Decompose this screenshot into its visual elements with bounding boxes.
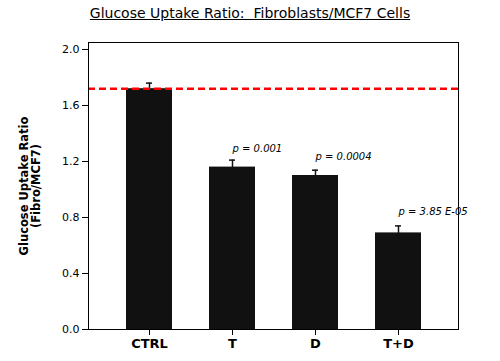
- svg-text:T+D: T+D: [383, 336, 414, 351]
- svg-text:T: T: [228, 336, 237, 351]
- svg-text:p = 3.85 E-05: p = 3.85 E-05: [398, 206, 468, 217]
- svg-text:D: D: [310, 336, 321, 351]
- svg-text:p = 0.0004: p = 0.0004: [315, 151, 372, 162]
- html-text:Glucose Uptake Ratio: Fibrobla: Glucose Uptake Ratio: Fibroblasts/MCF7 C…: [89, 5, 411, 21]
- svg-text:0.8: 0.8: [62, 211, 80, 224]
- svg-text:0.0: 0.0: [62, 323, 80, 336]
- svg-text:2.0: 2.0: [62, 43, 80, 56]
- svg-text:1.6: 1.6: [62, 99, 80, 112]
- svg-text:Glucose Uptake Ratio(Fibro/MCF: Glucose Uptake Ratio(Fibro/MCF7): [17, 116, 43, 255]
- svg-text:p = 0.001: p = 0.001: [232, 143, 283, 154]
- svg-text:1.2: 1.2: [62, 155, 80, 168]
- svg-text:0.4: 0.4: [62, 267, 80, 280]
- svg-text:CTRL: CTRL: [131, 336, 168, 351]
